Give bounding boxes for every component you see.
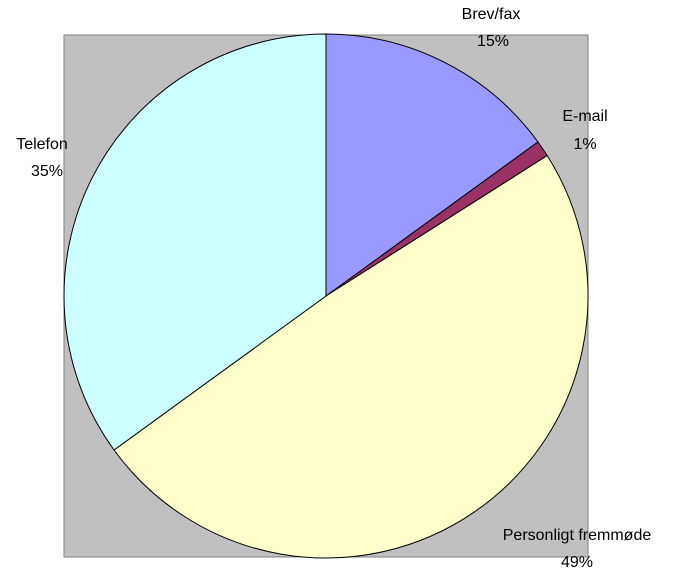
slice-value-label: 1%: [573, 136, 596, 153]
pie-slice: [63, 33, 327, 451]
slice-value-label: 49%: [561, 554, 593, 571]
pie-slice: [325, 33, 539, 297]
slice-label: E-mail: [562, 108, 607, 125]
slice-value-label: 15%: [477, 33, 509, 50]
slice-value-label: 35%: [31, 163, 63, 180]
slice-label: Brev/fax: [462, 6, 521, 23]
slice-label: Personligt fremmøde: [503, 527, 652, 544]
pie-slice: [113, 154, 589, 559]
slice-label: Telefon: [16, 136, 68, 153]
